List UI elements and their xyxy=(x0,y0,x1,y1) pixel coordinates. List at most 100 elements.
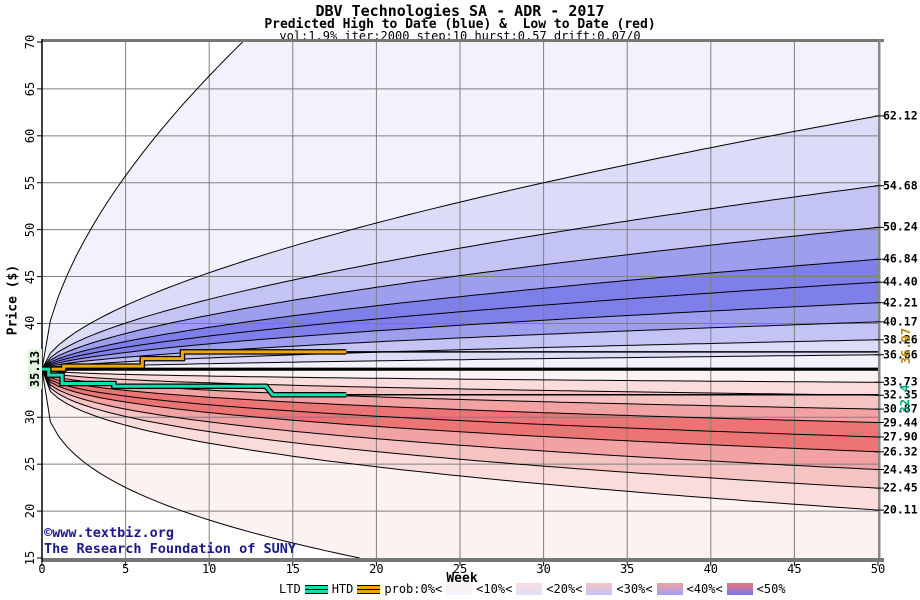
htd-step-line xyxy=(42,350,347,371)
probability-threshold-label: <40%< xyxy=(686,582,723,596)
probability-swatch xyxy=(586,583,613,595)
chart-subtitle: Predicted High to Date (blue) & Low to D… xyxy=(264,17,656,32)
band-boundary-line xyxy=(41,368,879,383)
band-boundary-line xyxy=(41,368,879,470)
band-boundary-line xyxy=(41,354,879,370)
band-boundary-line xyxy=(41,281,879,370)
y-tick-label: 20 xyxy=(23,503,37,519)
probability-swatch xyxy=(726,583,753,595)
y-tick-label: 65 xyxy=(23,81,37,97)
y-tick-label: 15 xyxy=(23,550,37,566)
watermark: ©www.textbiz.org The Research Foundation… xyxy=(44,525,296,558)
x-tick-label: 0 xyxy=(38,562,46,576)
ltd-probability-band xyxy=(42,369,878,470)
legend-htd-label: HTD xyxy=(331,582,354,596)
page-title: DBV Technologies SA - ADR - 2017 xyxy=(315,2,605,20)
probability-swatch xyxy=(656,583,683,595)
y-tick-label: 30 xyxy=(23,410,37,425)
probability-threshold-label: <20%< xyxy=(546,582,583,596)
band-boundary-line xyxy=(41,368,879,438)
htd-probability-band xyxy=(42,259,878,370)
band-end-value-label: 22.45 xyxy=(883,480,918,495)
plot-border-bottom xyxy=(42,558,884,562)
htd-probability-band xyxy=(42,42,878,370)
band-boundary-line xyxy=(41,369,360,559)
probability-threshold-label: <30%< xyxy=(616,582,653,596)
x-tick-label: 5 xyxy=(121,562,130,576)
band-end-value-label: 54.68 xyxy=(883,177,918,192)
htd-probability-band xyxy=(42,227,878,370)
probability-threshold-label: <50% xyxy=(756,582,786,596)
x-tick-label: 50 xyxy=(870,562,886,576)
band-end-value-label: 33.73 xyxy=(883,374,918,389)
htd-final-value-label: 36.97 xyxy=(899,327,913,364)
band-boundary-line xyxy=(41,368,879,423)
y-tick-label: 70 xyxy=(23,34,37,50)
y-tick-label: 25 xyxy=(23,456,37,472)
band-boundary-line xyxy=(41,258,879,370)
x-axis-title: Week xyxy=(446,571,478,586)
x-tick-label: 30 xyxy=(536,562,551,576)
band-end-value-label: 29.44 xyxy=(883,414,918,429)
band-end-value-label: 24.43 xyxy=(883,461,918,476)
band-boundary-line xyxy=(41,302,879,370)
band-boundary-line xyxy=(41,41,243,370)
watermark-line1: ©www.textbiz.org xyxy=(44,525,175,541)
y-tick-label: 60 xyxy=(23,128,37,144)
start-price-label: 35.13 xyxy=(28,348,42,390)
band-boundary-line xyxy=(41,368,879,489)
band-end-value-label: 38.26 xyxy=(883,332,918,347)
band-end-value-label: 27.90 xyxy=(883,429,918,444)
probability-threshold-label: <10%< xyxy=(476,582,513,596)
ltd-probability-band xyxy=(42,369,878,437)
band-end-value-label: 50.24 xyxy=(883,219,918,234)
legend-ltd-label: LTD xyxy=(279,582,301,596)
band-end-value-label: 32.35 xyxy=(883,387,918,402)
y-tick-label: 45 xyxy=(23,269,37,284)
y-tick-label: 40 xyxy=(23,316,37,331)
watermark-line2: The Research Foundation of SUNY xyxy=(44,540,296,557)
ltd-final-value-label: 32.4 xyxy=(898,384,912,414)
htd-probability-band xyxy=(42,282,878,370)
x-tick-label: 45 xyxy=(787,562,802,576)
htd-line-swatch xyxy=(357,584,381,594)
band-end-value-label: 46.84 xyxy=(883,251,918,266)
x-tick-label: 15 xyxy=(285,562,301,576)
band-boundary-line xyxy=(41,368,879,453)
probability-swatch xyxy=(446,583,473,595)
y-tick-label: 50 xyxy=(23,222,37,237)
ltd-step-line xyxy=(42,367,347,397)
x-tick-label: 25 xyxy=(452,562,468,576)
probability-swatch xyxy=(516,583,543,595)
band-end-value-label: 42.21 xyxy=(883,294,918,309)
plot-border-top xyxy=(42,39,884,42)
band-end-value-label: 26.32 xyxy=(883,444,918,459)
y-axis-title: Price ($) xyxy=(5,264,21,336)
htd-probability-band xyxy=(42,185,878,370)
band-boundary-line xyxy=(41,185,879,370)
x-tick-label: 20 xyxy=(369,562,384,576)
x-tick-label: 40 xyxy=(703,562,719,576)
band-boundary-line xyxy=(41,368,879,396)
y-tick-label: 55 xyxy=(23,175,37,190)
ltd-probability-band xyxy=(42,369,878,423)
legend: LTD HTD prob:0%< <10%< <20%< <30%< <40%< <50… xyxy=(279,582,786,596)
band-end-value-label: 62.12 xyxy=(883,108,918,123)
ltd-probability-band xyxy=(42,369,878,452)
ltd-line-swatch xyxy=(304,584,328,594)
band-end-value-label: 40.17 xyxy=(883,314,918,329)
band-boundary-line xyxy=(41,226,879,370)
plot-border-right xyxy=(878,39,881,558)
band-boundary-line xyxy=(41,115,879,370)
band-end-value-label: 44.40 xyxy=(883,274,918,289)
legend-prob-label: prob:0%< xyxy=(384,582,443,596)
legend-probability-swatches: <10%< <20%< <30%< <40%< <50% xyxy=(446,582,786,596)
band-boundary-line xyxy=(41,368,879,511)
x-tick-label: 35 xyxy=(619,562,635,576)
band-end-value-label: 30.87 xyxy=(883,401,918,416)
x-tick-label: 10 xyxy=(201,562,217,576)
band-end-value-label: 36.66 xyxy=(883,347,918,362)
band-end-value-label: 20.11 xyxy=(883,502,918,517)
